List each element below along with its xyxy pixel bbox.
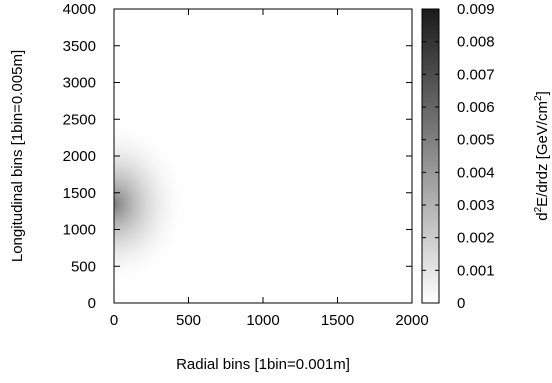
plot-area <box>113 8 413 304</box>
heatmap-hotspot <box>114 9 412 303</box>
x-tick-label: 1000 <box>246 312 279 329</box>
colorbar-tick-label: 0.001 <box>457 262 495 279</box>
colorbar-ticks: 0 0.001 0.002 0.003 0.004 0.005 0.006 0.007 0.00… <box>422 1 495 312</box>
colorbar-tick-label: 0.003 <box>457 197 495 214</box>
y-axis: 0 500 1000 1500 2000 2500 3000 3500 4000 <box>63 1 412 312</box>
x-axis-label: Radial bins [1bin=0.001m] <box>176 356 350 373</box>
y-tick-label: 4000 <box>63 1 96 18</box>
colorbar: 0 0.001 0.002 0.003 0.004 0.005 0.006 0.007 0.00… <box>421 1 495 312</box>
colorbar-tick-label: 0.004 <box>457 164 495 181</box>
x-tick-label: 2000 <box>395 312 428 329</box>
colorbar-frame <box>421 8 440 304</box>
y-tick-label: 0 <box>88 295 96 312</box>
y-tick-label: 2500 <box>63 111 96 128</box>
x-tick-label: 0 <box>110 312 118 329</box>
y-tick-label: 3000 <box>63 75 96 92</box>
colorbar-tick-label: 0.008 <box>457 34 495 51</box>
colorbar-tick-label: 0.002 <box>457 230 495 247</box>
y-axis-label: Longitudinal bins [1bin=0.005m] <box>9 50 26 262</box>
colorbar-label: d2E/drdz [GeV/cm2] <box>533 91 551 221</box>
y-tick-label: 1000 <box>63 222 96 239</box>
colorbar-gradient <box>422 9 439 303</box>
y-tick-label: 2000 <box>63 148 96 165</box>
x-tick-label: 1500 <box>321 312 354 329</box>
y-tick-label: 3500 <box>63 38 96 55</box>
x-axis: 0 500 1000 1500 2000 <box>110 9 429 329</box>
colorbar-tick-label: 0.009 <box>457 1 495 18</box>
colorbar-tick-label: 0.005 <box>457 132 495 149</box>
colorbar-tick-label: 0 <box>457 295 465 312</box>
x-tick-label: 500 <box>176 312 201 329</box>
y-tick-label: 1500 <box>63 185 96 202</box>
y-tick-label: 500 <box>71 258 96 275</box>
colorbar-tick-label: 0.006 <box>457 99 495 116</box>
colorbar-tick-label: 0.007 <box>457 66 495 83</box>
